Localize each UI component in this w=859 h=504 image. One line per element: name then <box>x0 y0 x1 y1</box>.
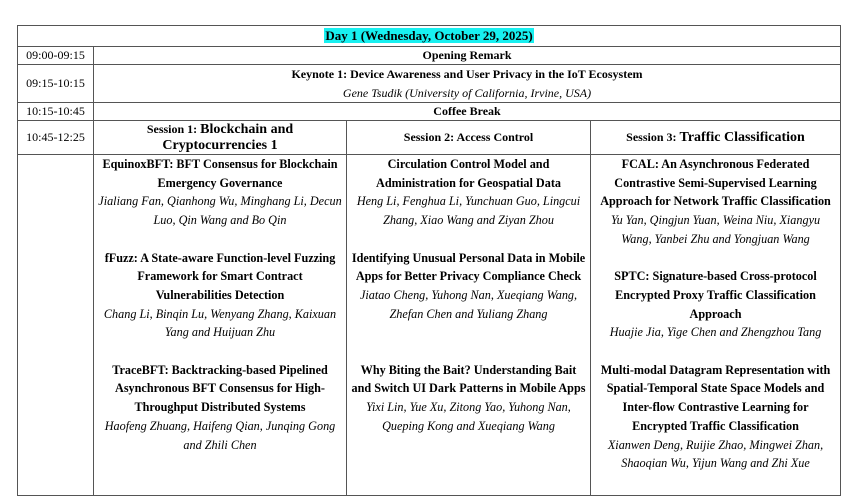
paper-authors: Xianwen Deng, Ruijie Zhao, Mingwei Zhan,… <box>607 437 824 471</box>
paper-title: SPTC: Signature-based Cross-protocol Enc… <box>614 269 817 321</box>
session-prefix: Session 1: <box>146 121 201 136</box>
paper-authors: Chang Li, Binqin Lu, Wenyang Zhang, Kaix… <box>103 306 337 340</box>
schedule-row: 09:15-10:15 Keynote 1: Device Awareness … <box>17 64 842 103</box>
paper-title: Why Biting the Bait? Understanding Bait … <box>351 362 586 396</box>
keynote-cell: Keynote 1: Device Awareness and User Pri… <box>92 64 842 103</box>
session-header-row: 10:45-12:25 Session 1: Blockchain and Cr… <box>17 120 842 155</box>
session-name: Access Control <box>456 130 534 144</box>
session-3-header: Session 3: Traffic Classification <box>589 120 842 155</box>
paper-authors: Haofeng Zhuang, Haifeng Qian, Junqing Go… <box>104 418 336 452</box>
paper-authors: Yu Yan, Qingjun Yuan, Weina Niu, Xiangyu… <box>610 213 821 246</box>
session-name: Blockchain and Cryptocurrencies 1 <box>162 121 294 153</box>
time-cell: 10:15-10:45 <box>17 102 94 121</box>
time-cell-empty <box>17 154 94 496</box>
time-cell: 09:00-09:15 <box>17 46 94 65</box>
paper-title: Circulation Control Model and Administra… <box>376 157 561 190</box>
paper: EquinoxBFT: BFT Consensus for Blockchain… <box>98 155 342 230</box>
day-header: Day 1 (Wednesday, October 29, 2025) <box>16 25 842 47</box>
session-2-papers: Circulation Control Model and Administra… <box>346 154 591 496</box>
paper: TraceBFT: Backtracking-based Pipelined A… <box>98 361 342 455</box>
paper-title: Multi-modal Datagram Representation with… <box>600 362 831 433</box>
event-title: Coffee Break <box>92 102 842 121</box>
paper-title: TraceBFT: Backtracking-based Pipelined A… <box>112 362 328 415</box>
paper-authors: Heng Li, Fenghua Li, Yunchuan Guo, Lingc… <box>356 194 581 228</box>
time-cell: 09:15-10:15 <box>17 64 94 103</box>
session-1-header: Session 1: Blockchain and Cryptocurrenci… <box>93 120 347 155</box>
session-1-papers: EquinoxBFT: BFT Consensus for Blockchain… <box>93 154 347 496</box>
paper-title: fFuzz: A State-aware Function-level Fuzz… <box>104 250 336 302</box>
paper: SPTC: Signature-based Cross-protocol Enc… <box>595 267 836 342</box>
paper-authors: Huajie Jia, Yige Chen and Zhengzhou Tang <box>609 325 822 340</box>
session-3-papers: FCAL: An Asynchronous Federated Contrast… <box>589 154 842 496</box>
paper: fFuzz: A State-aware Function-level Fuzz… <box>98 249 342 343</box>
keynote-title: Keynote 1: Device Awareness and User Pri… <box>291 67 643 81</box>
paper-title: EquinoxBFT: BFT Consensus for Blockchain… <box>102 157 338 190</box>
paper: Why Biting the Bait? Understanding Bait … <box>351 361 586 436</box>
session-name: Traffic Classification <box>679 129 805 145</box>
paper: Circulation Control Model and Administra… <box>351 155 586 230</box>
paper-title: Identifying Unusual Personal Data in Mob… <box>351 250 586 284</box>
program-table: Day 1 (Wednesday, October 29, 2025) 09:0… <box>16 25 842 496</box>
paper-authors: Yixi Lin, Yue Xu, Zitong Yao, Yuhong Nan… <box>366 400 571 433</box>
session-2-header: Session 2: Access Control <box>346 120 591 155</box>
paper-authors: Jiatao Cheng, Yuhong Nan, Xueqiang Wang,… <box>359 287 578 321</box>
paper-authors: Jialiang Fan, Qianhong Wu, Minghang Li, … <box>98 194 342 228</box>
papers-row: EquinoxBFT: BFT Consensus for Blockchain… <box>17 154 842 496</box>
time-cell: 10:45-12:25 <box>17 120 94 155</box>
schedule-row: 09:00-09:15 Opening Remark <box>17 46 842 65</box>
schedule-row: 10:15-10:45 Coffee Break <box>17 102 842 121</box>
paper: FCAL: An Asynchronous Federated Contrast… <box>595 155 836 249</box>
event-title: Opening Remark <box>92 46 842 65</box>
paper: Identifying Unusual Personal Data in Mob… <box>351 249 586 324</box>
day-title: Day 1 (Wednesday, October 29, 2025) <box>324 28 534 43</box>
session-prefix: Session 3: <box>626 129 680 144</box>
keynote-speaker: Gene Tsudik (University of California, I… <box>342 85 592 100</box>
session-prefix: Session 2: <box>403 130 457 144</box>
paper-title: FCAL: An Asynchronous Federated Contrast… <box>600 157 831 209</box>
paper: Multi-modal Datagram Representation with… <box>595 361 836 473</box>
